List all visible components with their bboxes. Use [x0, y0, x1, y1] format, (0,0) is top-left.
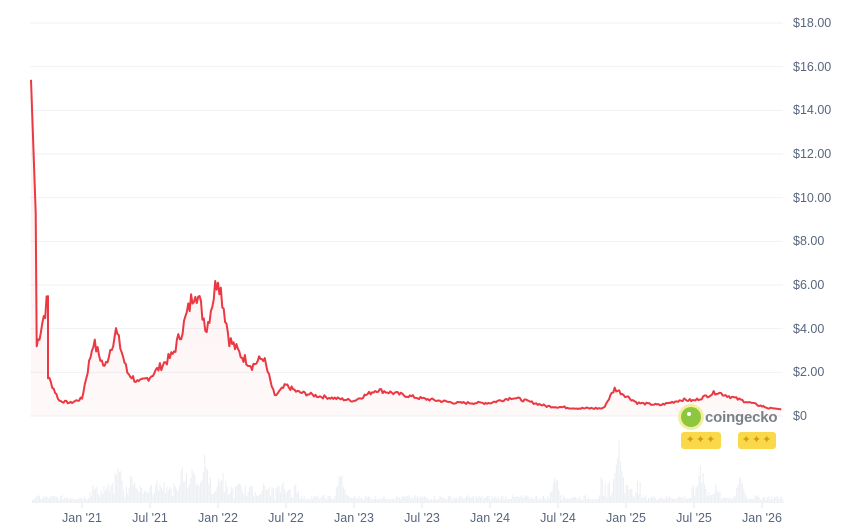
- x-tick-label: Jan '23: [334, 511, 374, 525]
- price-area-fill: [31, 79, 782, 417]
- y-tick-label: $2.00: [793, 365, 825, 380]
- coingecko-watermark: coingecko: [681, 407, 778, 427]
- y-tick-label: $10.00: [793, 190, 832, 205]
- x-tick-label: Jul '25: [676, 511, 712, 525]
- x-tick-label: Jan '25: [606, 511, 646, 525]
- sparkle-badge-icon: ✦✦✦: [681, 432, 721, 449]
- x-tick-label: Jan '21: [62, 511, 102, 525]
- y-tick-label: $16.00: [793, 59, 832, 74]
- y-tick-label: $6.00: [793, 278, 825, 292]
- y-tick-label: $4.00: [793, 321, 825, 336]
- price-line[interactable]: [30, 79, 782, 411]
- y-tick-label: $0: [793, 409, 807, 423]
- x-tick-label: Jul '24: [540, 511, 576, 525]
- gridlines: [30, 22, 783, 417]
- watermark-text: coingecko: [705, 408, 778, 426]
- y-tick-label: $18.00: [793, 16, 832, 30]
- x-tick-label: Jul '22: [268, 511, 304, 525]
- volume-bars: [32, 440, 784, 503]
- y-tick-label: $14.00: [793, 103, 832, 118]
- x-tick-label: Jan '22: [198, 511, 238, 525]
- y-tick-label: $12.00: [793, 147, 832, 161]
- x-tick-label: Jul '21: [132, 511, 168, 525]
- x-axis-ticks: [81, 503, 763, 508]
- y-tick-label: $8.00: [793, 234, 825, 249]
- gecko-logo-icon: [681, 407, 701, 427]
- x-tick-label: Jan '24: [470, 511, 510, 525]
- x-tick-label: Jan '26: [742, 511, 782, 525]
- sparkle-badge-icon: ✦✦✦: [738, 432, 776, 449]
- x-tick-label: Jul '23: [404, 511, 440, 525]
